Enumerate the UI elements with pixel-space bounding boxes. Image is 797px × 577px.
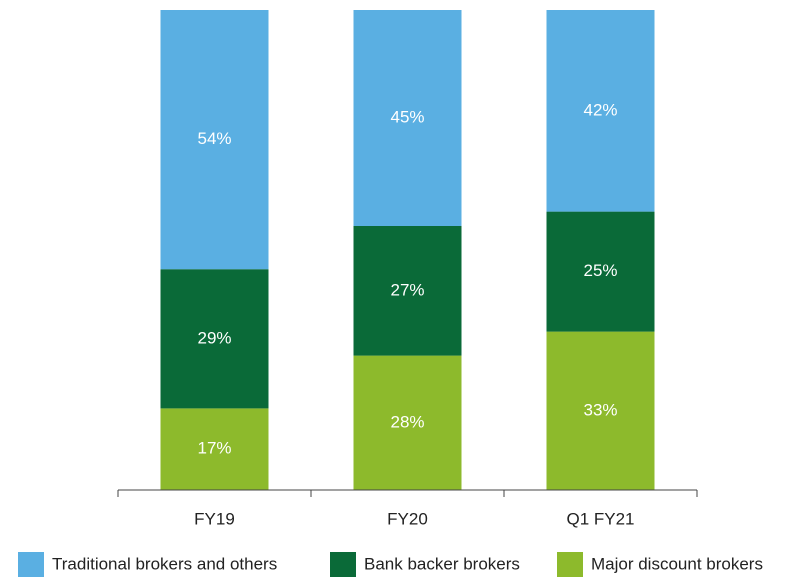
legend-label: Major discount brokers xyxy=(591,554,763,573)
legend-swatch xyxy=(557,552,583,577)
value-label: 42% xyxy=(583,100,617,119)
bar-segment xyxy=(160,269,269,409)
value-label: 28% xyxy=(390,412,424,431)
value-label: 27% xyxy=(390,280,424,299)
legend-swatch xyxy=(330,552,356,577)
value-label: 17% xyxy=(197,439,231,458)
bar-segment xyxy=(160,408,269,490)
bar-segment xyxy=(353,226,462,356)
value-label: 54% xyxy=(197,129,231,148)
value-label: 33% xyxy=(583,400,617,419)
bar-segment xyxy=(546,211,655,332)
x-tick-label: FY19 xyxy=(194,509,235,528)
value-label: 45% xyxy=(390,107,424,126)
legend-label: Bank backer brokers xyxy=(364,554,520,573)
value-label: 25% xyxy=(583,261,617,280)
legend-label: Traditional brokers and others xyxy=(52,554,277,573)
bar-segment xyxy=(353,10,462,226)
x-tick-label: Q1 FY21 xyxy=(566,509,634,528)
bar-segment xyxy=(546,331,655,490)
value-label: 29% xyxy=(197,328,231,347)
bar-segment xyxy=(353,355,462,490)
bar-segment xyxy=(546,10,655,212)
x-tick-label: FY20 xyxy=(387,509,428,528)
legend-swatch xyxy=(18,552,44,577)
bar-segment xyxy=(160,10,269,270)
